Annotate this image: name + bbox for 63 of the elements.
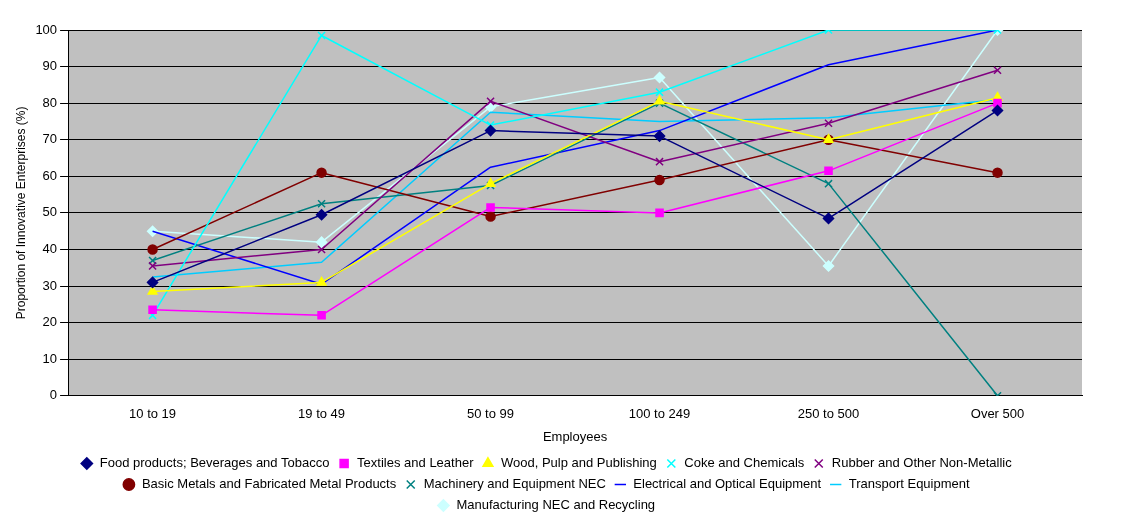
x-tick-label: 10 to 19 bbox=[129, 406, 177, 422]
point bbox=[147, 244, 158, 255]
y-tick-label: 100 bbox=[35, 21, 58, 37]
point bbox=[824, 118, 833, 128]
y-tick-label: 90 bbox=[42, 58, 58, 74]
point bbox=[315, 236, 328, 248]
point bbox=[486, 120, 495, 130]
legend-label: Coke and Chemicals bbox=[684, 455, 805, 471]
point bbox=[315, 208, 328, 221]
point bbox=[991, 104, 1004, 117]
legend-label: Textiles and Leather bbox=[357, 455, 475, 471]
point bbox=[485, 211, 496, 222]
legend-label: Manufacturing NEC and Recycling bbox=[456, 497, 656, 513]
point bbox=[655, 87, 664, 97]
point bbox=[485, 177, 496, 187]
y-tick-label: 30 bbox=[42, 277, 58, 293]
point bbox=[148, 311, 157, 320]
x-tick-label: 100 to 249 bbox=[628, 406, 691, 422]
y-tick-label: 0 bbox=[49, 387, 58, 403]
point bbox=[148, 256, 157, 265]
x-tick-label: 19 to 49 bbox=[298, 406, 346, 422]
point bbox=[316, 167, 327, 178]
point bbox=[653, 130, 666, 142]
point bbox=[317, 31, 326, 40]
x-tick-label: 50 to 99 bbox=[467, 406, 515, 422]
point bbox=[317, 311, 326, 320]
y-tick-label: 40 bbox=[42, 241, 58, 257]
legend-label: Food products; Beverages and Tobacco bbox=[99, 455, 330, 471]
point bbox=[992, 167, 1003, 178]
point bbox=[655, 208, 664, 218]
legend-label: Wood, Pulp and Publishing bbox=[500, 455, 657, 471]
point bbox=[824, 179, 833, 188]
point bbox=[146, 276, 159, 289]
point bbox=[655, 157, 664, 166]
x-axis-title: Employees bbox=[542, 428, 608, 444]
point bbox=[148, 261, 157, 271]
y-tick-label: 10 bbox=[42, 350, 58, 366]
point bbox=[993, 65, 1002, 75]
point bbox=[484, 124, 497, 137]
legend-label: Basic Metals and Fabricated Metal Products bbox=[141, 476, 397, 492]
x-tick-label: 250 to 500 bbox=[797, 406, 860, 422]
point bbox=[824, 166, 833, 176]
x-tick-label: Over 500 bbox=[970, 406, 1025, 422]
y-axis-title: Proportion of Innovative Enterprises (%) bbox=[13, 106, 28, 320]
y-tick-label: 50 bbox=[42, 204, 58, 220]
point bbox=[317, 199, 326, 209]
legend-label: Transport Equipment bbox=[848, 476, 970, 492]
point bbox=[822, 260, 835, 272]
legend-label: Electrical and Optical Equipment bbox=[633, 476, 822, 492]
point bbox=[486, 203, 495, 212]
point bbox=[148, 305, 157, 315]
point bbox=[486, 97, 495, 106]
legend-label: Rubber and Other Non-Metallic bbox=[831, 455, 1013, 471]
point bbox=[317, 245, 326, 254]
point bbox=[653, 71, 666, 84]
point bbox=[316, 276, 327, 286]
point bbox=[654, 174, 665, 186]
legend-label: Machinery and Equipment NEC bbox=[423, 476, 606, 492]
y-tick-label: 80 bbox=[42, 94, 58, 110]
y-tick-label: 70 bbox=[42, 131, 58, 147]
y-tick-label: 60 bbox=[42, 167, 58, 183]
point bbox=[822, 212, 835, 225]
y-tick-label: 20 bbox=[42, 314, 58, 330]
